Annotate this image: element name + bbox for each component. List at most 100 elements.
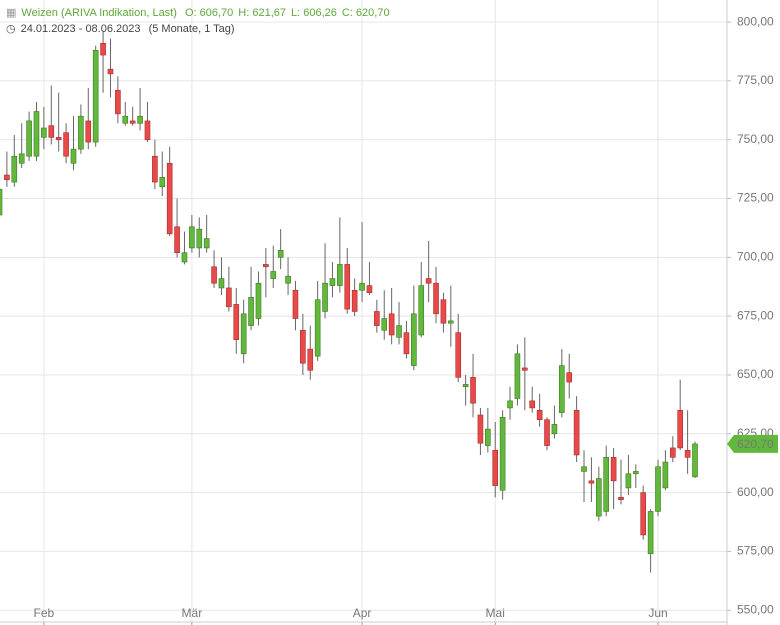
candle-body	[581, 466, 587, 472]
candle-body	[18, 153, 25, 164]
candle-body	[314, 299, 321, 357]
candle-body	[255, 282, 262, 319]
candle-body	[366, 285, 373, 293]
candle-body	[211, 266, 217, 284]
candle-body	[477, 414, 484, 444]
candle-body	[203, 238, 210, 249]
candle-body	[63, 132, 69, 157]
candle-body	[559, 365, 565, 413]
low: L: 606,26	[291, 7, 337, 19]
candle-body	[566, 372, 573, 383]
x-tick-label: Mai	[486, 606, 505, 620]
candle-body	[662, 461, 669, 489]
candle-body	[300, 329, 306, 364]
candle-body	[11, 155, 18, 183]
candle-body	[181, 252, 188, 263]
candle-body	[388, 313, 395, 336]
candle-body	[48, 125, 55, 138]
candle-body	[351, 289, 358, 312]
candle-body	[492, 449, 499, 486]
chart-icon: ▦	[6, 7, 17, 19]
candle-body	[433, 282, 439, 315]
y-tick-label: 725,00	[737, 191, 774, 205]
candle-body	[633, 471, 639, 475]
candle-body	[536, 409, 543, 420]
candle-body	[692, 443, 698, 478]
candle-body	[684, 449, 691, 458]
x-tick-label: Apr	[353, 606, 372, 620]
candle-body	[359, 282, 365, 291]
candle-body	[462, 384, 469, 388]
candle-body	[226, 287, 232, 308]
candle-body	[618, 497, 624, 500]
candle-body	[573, 409, 580, 456]
y-tick-label: 700,00	[737, 250, 774, 264]
candle-body	[677, 409, 684, 449]
candle-body	[507, 400, 513, 409]
candle-body	[470, 377, 476, 404]
y-tick-label: 600,00	[737, 485, 774, 499]
date-range: 24.01.2023 - 08.06.2023	[20, 23, 141, 35]
candle-body	[159, 177, 166, 188]
y-tick-label: 775,00	[737, 73, 774, 87]
candle-body	[322, 282, 328, 312]
y-tick-label: 575,00	[737, 544, 774, 558]
candle-body	[218, 278, 225, 289]
candle-body	[522, 367, 528, 371]
candle-body	[344, 264, 351, 310]
candle-body	[647, 511, 654, 555]
x-tick-label: Feb	[34, 606, 55, 620]
candle-body	[307, 348, 314, 371]
candle-body	[551, 424, 558, 435]
candle-body	[603, 457, 610, 512]
candle-body	[374, 311, 380, 326]
x-tick-label: Mär	[182, 606, 203, 620]
candle-body	[0, 188, 3, 216]
candle-body	[610, 457, 617, 482]
candle-body	[485, 428, 491, 446]
candle-body	[285, 275, 291, 284]
candle-body	[425, 278, 432, 284]
candle-body	[329, 278, 336, 286]
y-tick-label: 650,00	[737, 367, 774, 381]
candle-body	[448, 320, 454, 324]
candle-body	[115, 90, 121, 115]
candle-body	[655, 466, 661, 512]
candle-body	[137, 115, 143, 124]
candle-body	[640, 492, 647, 536]
candle-body	[440, 299, 447, 324]
candle-body	[100, 42, 106, 56]
candle-body	[26, 120, 32, 157]
candle-body	[514, 353, 521, 399]
candle-body	[292, 289, 299, 319]
candle-body	[92, 50, 99, 143]
candle-body	[55, 137, 62, 141]
y-tick-label: 800,00	[737, 14, 774, 28]
x-tick-label: Jun	[648, 606, 667, 620]
candle-body	[248, 297, 254, 326]
candle-body	[4, 174, 10, 181]
last-price-tag	[727, 434, 778, 453]
candle-body	[381, 318, 388, 331]
period: (5 Monate, 1 Tag)	[148, 23, 235, 35]
candle-body	[337, 264, 343, 286]
header-line: ◷ 24.01.2023 - 08.06.2023 (5 Monate, 1 Ta…	[6, 22, 240, 35]
candle-body	[270, 271, 277, 279]
open: O: 606,70	[184, 7, 234, 19]
candle-body	[41, 127, 47, 138]
candle-body	[418, 285, 425, 336]
close: C: 620,70	[341, 7, 390, 19]
candle-body	[107, 68, 114, 75]
candle-body	[670, 447, 676, 458]
last-price-label: 620,70	[737, 437, 774, 451]
y-tick-label: 675,00	[737, 308, 774, 322]
candle-body	[85, 120, 92, 143]
header-line: ▦ Weizen (ARIVA Indikation, Last) O: 606,…	[6, 6, 395, 19]
candle-body	[596, 478, 602, 517]
candle-body	[411, 313, 417, 366]
candle-body	[263, 264, 269, 268]
candle-body	[277, 250, 284, 258]
candle-body	[166, 162, 173, 235]
candle-body	[455, 332, 462, 378]
